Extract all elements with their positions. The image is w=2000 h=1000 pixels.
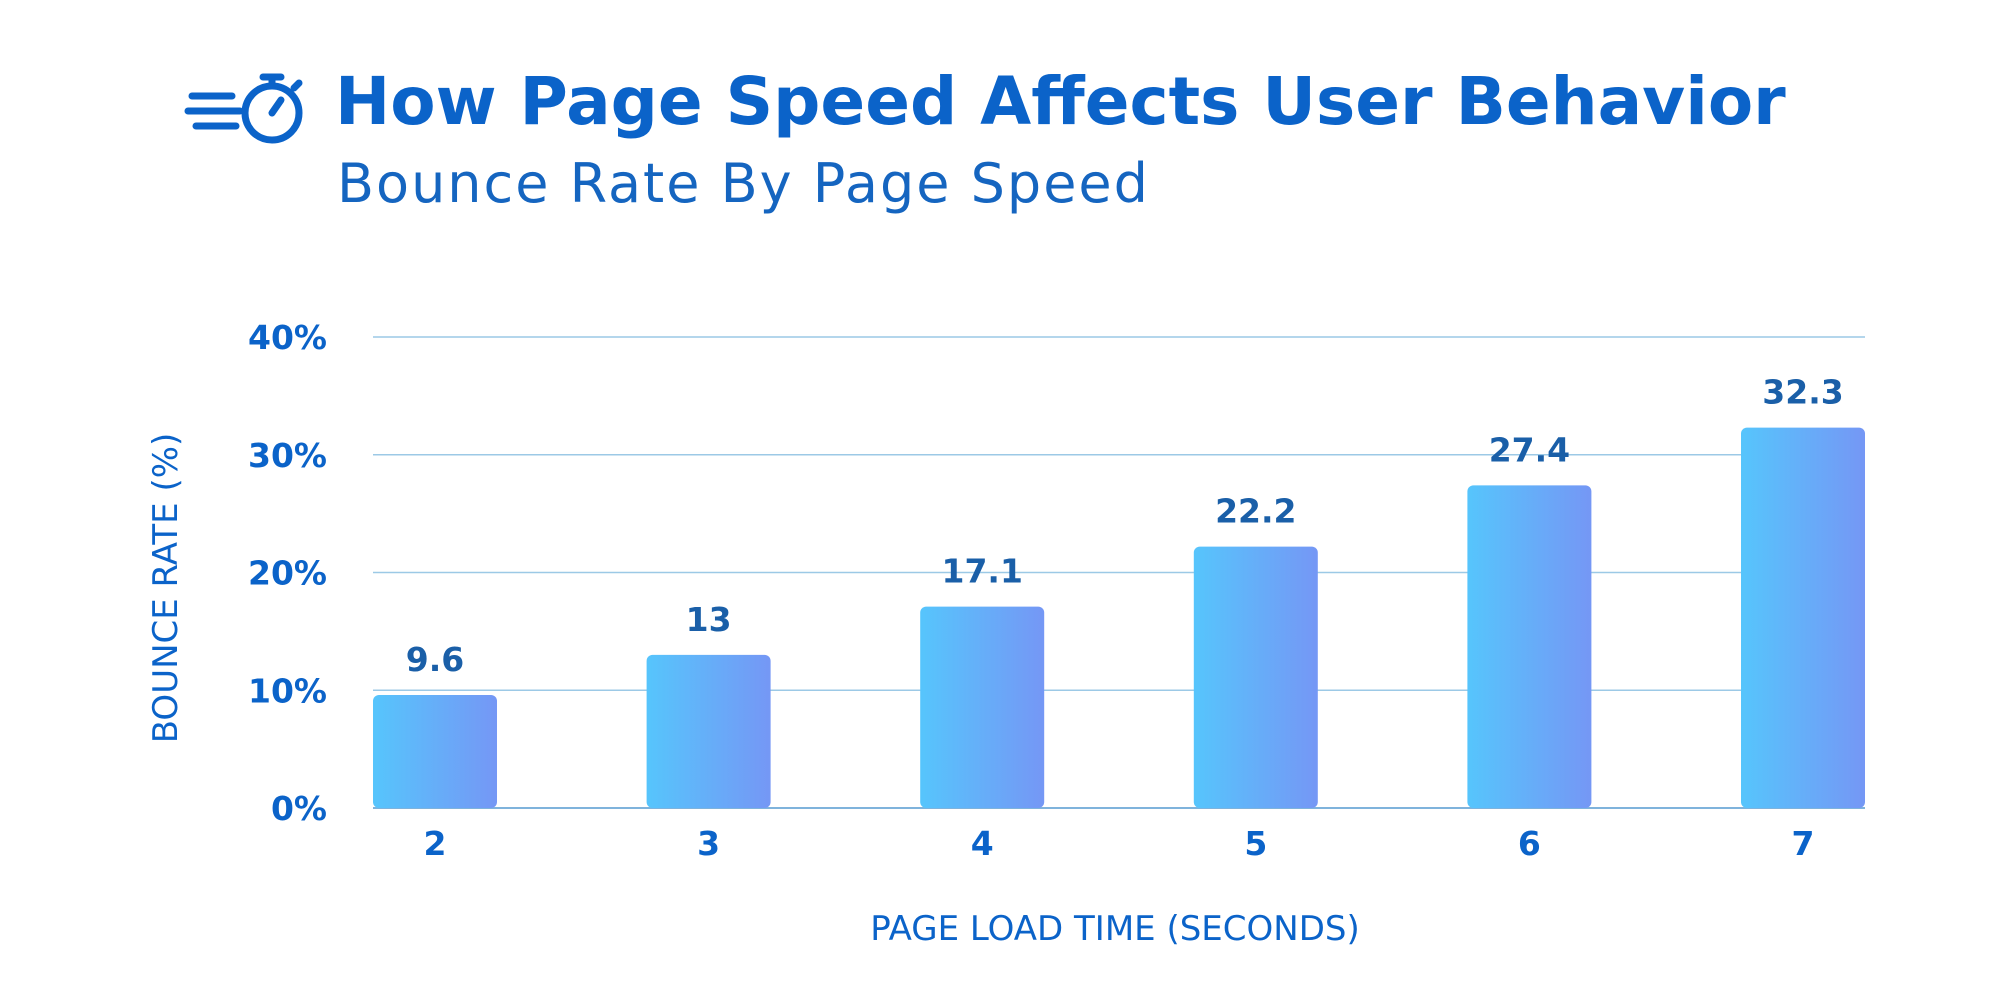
y-tick-label: 40% — [248, 318, 327, 357]
x-axis-ticks: 2 3 4 5 6 7 — [424, 824, 1815, 863]
chart-title: How Page Speed Affects User Behavior — [335, 63, 1786, 140]
chart-subtitle: Bounce Rate By Page Speed — [337, 152, 1150, 215]
bar-value-label: 13 — [686, 600, 732, 639]
bar-value-label: 9.6 — [406, 640, 464, 679]
bar-value-labels: 9.6 13 17.1 22.2 27.4 32.3 — [406, 373, 1844, 679]
y-axis-title: BOUNCE RATE (%) — [146, 433, 186, 744]
bar-5 — [1193, 546, 1318, 808]
bar-value-label: 32.3 — [1762, 373, 1843, 412]
y-tick-label: 30% — [248, 436, 327, 475]
bar-value-label: 17.1 — [941, 552, 1022, 591]
x-tick-label: 2 — [424, 824, 447, 863]
y-tick-label: 10% — [248, 671, 327, 710]
stopwatch-speed-icon — [184, 73, 303, 144]
bar-7 — [1741, 427, 1865, 808]
bar-6 — [1467, 485, 1592, 808]
x-tick-label: 3 — [697, 824, 720, 863]
y-axis-ticks: 0% 10% 20% 30% 40% — [248, 318, 327, 828]
bar-4 — [920, 606, 1045, 808]
y-tick-label: 20% — [248, 554, 327, 593]
gridlines — [373, 336, 1865, 809]
x-axis-title: PAGE LOAD TIME (SECONDS) — [870, 909, 1359, 949]
bars — [373, 427, 1865, 808]
bar-value-label: 22.2 — [1215, 492, 1296, 531]
x-tick-label: 7 — [1792, 824, 1815, 863]
bar-3 — [646, 654, 771, 808]
bar-value-label: 27.4 — [1489, 430, 1570, 469]
y-tick-label: 0% — [271, 789, 327, 828]
x-tick-label: 4 — [971, 824, 994, 863]
bar-2 — [373, 694, 497, 808]
x-tick-label: 6 — [1518, 824, 1541, 863]
x-tick-label: 5 — [1244, 824, 1267, 863]
